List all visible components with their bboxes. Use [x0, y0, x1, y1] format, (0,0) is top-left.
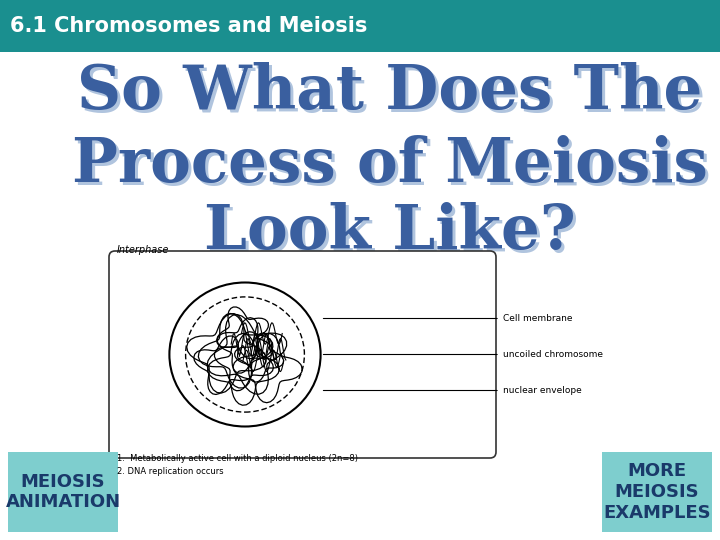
- Text: So What Does The: So What Does The: [81, 65, 706, 125]
- Text: MORE
MEIOSIS
EXAMPLES: MORE MEIOSIS EXAMPLES: [603, 462, 711, 522]
- Text: Interphase: Interphase: [117, 245, 169, 255]
- Text: So What Does The: So What Does The: [77, 62, 703, 122]
- Text: MEIOSIS
ANIMATION: MEIOSIS ANIMATION: [6, 472, 120, 511]
- Text: Cell membrane: Cell membrane: [503, 314, 572, 323]
- Text: 1.  Metabolically active cell with a diploid nucleus (2n=8)
2. DNA replication o: 1. Metabolically active cell with a dipl…: [117, 454, 358, 476]
- Text: Process of Meiosis: Process of Meiosis: [75, 138, 711, 198]
- Text: nuclear envelope: nuclear envelope: [503, 386, 582, 395]
- Text: Look Like?: Look Like?: [207, 205, 579, 265]
- FancyBboxPatch shape: [8, 452, 118, 532]
- Text: uncoiled chromosome: uncoiled chromosome: [503, 350, 603, 359]
- Text: Look Like?: Look Like?: [204, 202, 576, 262]
- Bar: [0, 0, 720, 52]
- FancyBboxPatch shape: [602, 452, 712, 532]
- Text: 6.1 Chromosomes and Meiosis: 6.1 Chromosomes and Meiosis: [10, 16, 367, 36]
- Text: Process of Meiosis: Process of Meiosis: [72, 135, 708, 195]
- FancyBboxPatch shape: [109, 251, 496, 458]
